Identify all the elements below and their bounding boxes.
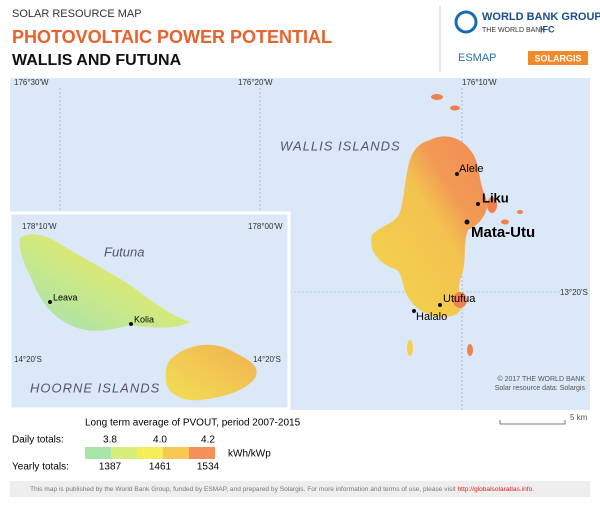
legend-title: Long term average of PVOUT, period 2007-…	[85, 418, 301, 429]
legend-tick: 1387	[99, 462, 122, 473]
region-label: HOORNE ISLANDS	[30, 380, 160, 395]
footer-link[interactable]: http://globalsolaratlas.info	[457, 486, 532, 493]
legend-label: Daily totals:	[12, 435, 64, 446]
legend-tick: 1534	[197, 462, 220, 473]
lon-label: 176°30'W	[14, 78, 49, 87]
scale-bar	[499, 420, 566, 425]
wb-logo-text: THE WORLD BANK	[482, 27, 545, 34]
legend-tick: 3.8	[103, 435, 117, 446]
futuna-island	[19, 234, 190, 331]
lat-label: 14°20'S	[14, 355, 42, 364]
wb-logo	[454, 10, 478, 34]
lat-label: 13°20'S	[560, 288, 588, 297]
place-markers	[48, 300, 133, 326]
esmap-logo: ESMAP	[458, 52, 497, 64]
place-label: Leava	[53, 292, 78, 302]
place-label: Utufua	[443, 293, 476, 305]
islets	[407, 94, 523, 356]
place-label: Alele	[459, 163, 483, 175]
alofi-island	[165, 344, 257, 401]
footer-text: This map is published by the World Bank …	[30, 486, 457, 493]
subtitle: WALLIS AND FUTUNA	[12, 52, 182, 69]
island-label: Futuna	[104, 244, 144, 259]
place-label: Liku	[482, 190, 509, 205]
footer-end: .	[532, 486, 534, 493]
lon-label: 176°10'W	[462, 78, 497, 87]
place-label: Halalo	[416, 311, 447, 323]
title: PHOTOVOLTAIC POWER POTENTIAL	[12, 27, 332, 47]
lat-label: 14°20'S	[253, 355, 281, 364]
kicker: SOLAR RESOURCE MAP	[12, 8, 142, 20]
credit: © 2017 THE WORLD BANK	[498, 375, 586, 383]
legend-label: Yearly totals:	[12, 462, 69, 473]
ifc-logo: IFC	[540, 24, 555, 34]
lon-label: 178°10'W	[22, 222, 57, 231]
lon-label: 176°20'W	[238, 78, 273, 87]
legend-tick: 4.0	[153, 435, 167, 446]
legend-tick: 1461	[149, 462, 172, 473]
place-markers	[412, 172, 480, 313]
footer: This map is published by the World Bank …	[30, 486, 534, 493]
region-label: WALLIS ISLANDS	[280, 138, 401, 153]
footer-bar	[10, 481, 590, 497]
place-label: Mata-Utu	[471, 224, 535, 241]
solargis-logo-bg	[528, 51, 588, 65]
wallis-island	[371, 136, 488, 317]
scale-label: 5 km	[570, 413, 588, 422]
wbg-logo: WORLD BANK GROUP	[482, 11, 600, 23]
place-label: Kolia	[134, 314, 154, 324]
lon-label: 178°00'W	[248, 222, 283, 231]
legend-unit: kWh/kWp	[228, 449, 271, 460]
color-bar	[85, 447, 215, 459]
solargis-logo: SOLARGIS	[534, 53, 581, 63]
credit: Solar resource data: Solargis	[495, 385, 586, 392]
legend-tick: 4.2	[201, 435, 215, 446]
